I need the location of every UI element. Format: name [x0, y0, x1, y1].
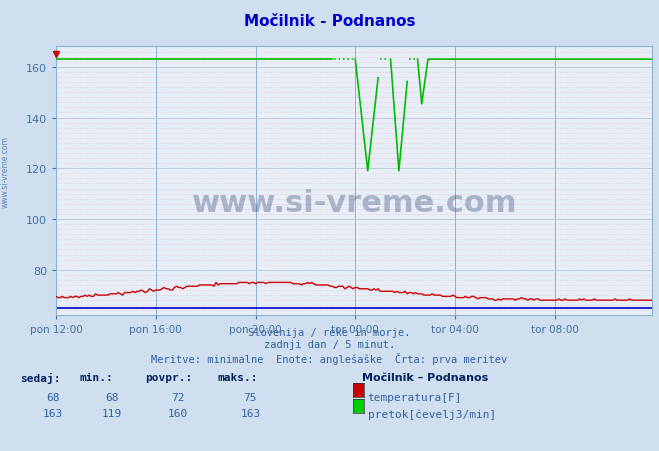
- Text: 72: 72: [171, 392, 185, 402]
- Text: www.si-vreme.com: www.si-vreme.com: [192, 189, 517, 217]
- Text: 163: 163: [43, 408, 63, 418]
- Text: sedaj:: sedaj:: [20, 372, 60, 383]
- Text: zadnji dan / 5 minut.: zadnji dan / 5 minut.: [264, 339, 395, 349]
- Text: 163: 163: [241, 408, 260, 418]
- Text: maks.:: maks.:: [217, 372, 258, 382]
- Text: 160: 160: [168, 408, 188, 418]
- Text: povpr.:: povpr.:: [145, 372, 192, 382]
- Text: 68: 68: [46, 392, 59, 402]
- Text: Meritve: minimalne  Enote: anglešaške  Črta: prva meritev: Meritve: minimalne Enote: anglešaške Črt…: [152, 352, 507, 364]
- Text: temperatura[F]: temperatura[F]: [368, 392, 462, 402]
- Text: min.:: min.:: [79, 372, 113, 382]
- Text: 75: 75: [244, 392, 257, 402]
- Text: 68: 68: [105, 392, 119, 402]
- Text: Slovenija / reke in morje.: Slovenija / reke in morje.: [248, 327, 411, 337]
- Text: Močilnik – Podnanos: Močilnik – Podnanos: [362, 372, 489, 382]
- Text: Močilnik - Podnanos: Močilnik - Podnanos: [244, 14, 415, 29]
- Text: 119: 119: [102, 408, 122, 418]
- Text: www.si-vreme.com: www.si-vreme.com: [1, 135, 10, 207]
- Text: pretok[čevelj3/min]: pretok[čevelj3/min]: [368, 408, 496, 419]
